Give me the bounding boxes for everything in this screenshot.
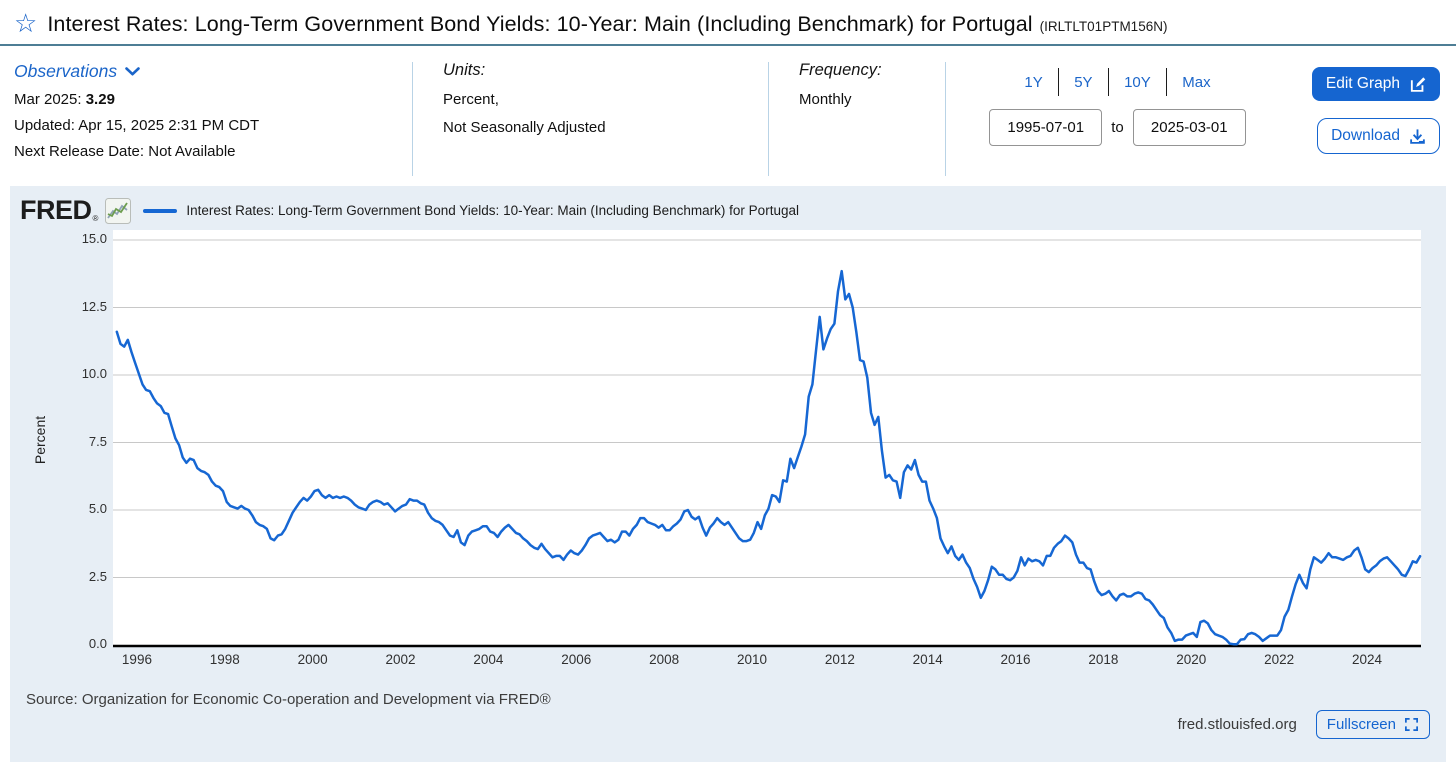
fred-chart-icon	[105, 197, 132, 224]
x-tick-label: 2002	[385, 652, 416, 667]
next-release-text: Next Release Date: Not Available	[14, 143, 236, 160]
latest-observation: Mar 2025: 3.29	[14, 91, 115, 108]
section-divider	[412, 62, 413, 176]
download-button[interactable]: Download	[1317, 118, 1440, 154]
date-range-section: 1Y 5Y 10Y Max 1995-07-01 to 2025-03-01	[946, 59, 1289, 186]
range-preset-5y[interactable]: 5Y	[1074, 73, 1093, 91]
y-tick-label: 10.0	[81, 366, 107, 381]
range-preset-10y[interactable]: 10Y	[1124, 73, 1151, 91]
x-tick-label: 2020	[1176, 652, 1207, 667]
updated-text: Updated: Apr 15, 2025 2:31 PM CDT	[14, 117, 260, 134]
start-date-input[interactable]: 1995-07-01	[989, 109, 1103, 146]
x-tick-label: 2010	[736, 652, 767, 667]
actions-section: Edit Graph Download	[1289, 59, 1456, 186]
controls-bar: Observations Mar 2025: 3.29 Updated: Apr…	[0, 46, 1456, 186]
fred-site-url: fred.stlouisfed.org	[1177, 716, 1297, 733]
date-inputs: 1995-07-01 to 2025-03-01	[946, 109, 1289, 146]
legend-label: Interest Rates: Long-Term Government Bon…	[186, 203, 799, 218]
frequency-value: Monthly	[799, 91, 852, 108]
x-tick-label: 2012	[824, 652, 855, 667]
x-tick-label: 2022	[1264, 652, 1295, 667]
x-tick-label: 2016	[1000, 652, 1031, 667]
y-tick-label: 2.5	[88, 568, 107, 584]
y-tick-label: 5.0	[88, 501, 107, 516]
preset-separator	[1107, 68, 1110, 96]
x-tick-label: 2024	[1351, 652, 1383, 667]
download-label: Download	[1331, 127, 1400, 144]
x-tick-label: 2006	[561, 652, 592, 667]
range-presets: 1Y 5Y 10Y Max	[946, 68, 1289, 96]
x-tick-label: 2014	[912, 652, 943, 667]
title-bar: ☆ Interest Rates: Long-Term Government B…	[0, 0, 1456, 44]
edit-graph-label: Edit Graph	[1325, 75, 1400, 92]
download-icon	[1410, 128, 1425, 144]
chart-card: FRED ® Interest Rates: Long-Term Governm…	[10, 186, 1446, 762]
series-line	[115, 269, 1422, 646]
edit-icon	[1410, 76, 1426, 92]
x-tick-label: 2018	[1088, 652, 1119, 667]
legend-line-swatch	[143, 208, 178, 213]
section-divider	[768, 62, 769, 176]
page-title: Interest Rates: Long-Term Government Bon…	[47, 11, 1033, 36]
y-tick-label: 12.5	[81, 298, 107, 314]
range-preset-max[interactable]: Max	[1182, 73, 1211, 91]
fred-registered-mark: ®	[92, 214, 99, 223]
units-line1: Percent,	[443, 91, 499, 108]
y-tick-label: 7.5	[88, 433, 107, 449]
x-tick-label: 1996	[121, 652, 152, 667]
plot-area	[113, 230, 1422, 648]
observations-section: Observations Mar 2025: 3.29 Updated: Apr…	[0, 59, 412, 186]
edit-graph-button[interactable]: Edit Graph	[1311, 67, 1440, 101]
x-tick-label: 2000	[297, 652, 328, 667]
preset-separator	[1165, 68, 1168, 96]
fullscreen-label: Fullscreen	[1326, 716, 1396, 733]
series-id: (IRLTLT01PTM156N)	[1039, 18, 1168, 34]
favorite-star-icon[interactable]: ☆	[14, 9, 38, 39]
units-line2: Not Seasonally Adjusted	[443, 119, 606, 136]
x-tick-label: 2004	[473, 652, 504, 667]
y-tick-label: 0.0	[88, 636, 107, 651]
section-divider	[945, 62, 946, 176]
units-label: Units:	[443, 61, 486, 79]
x-tick-label: 1998	[209, 652, 240, 667]
frequency-section: Frequency: Monthly	[769, 59, 945, 186]
fullscreen-icon	[1405, 718, 1418, 731]
chart-footer: fred.stlouisfed.org Fullscreen	[1178, 710, 1430, 739]
x-tick-label: 2008	[649, 652, 680, 667]
to-label: to	[1111, 119, 1124, 136]
end-date-input[interactable]: 2025-03-01	[1132, 109, 1246, 146]
preset-separator	[1057, 68, 1060, 96]
units-section: Units: Percent, Not Seasonally Adjusted	[413, 59, 768, 186]
plot-background	[113, 230, 1421, 647]
observations-dropdown[interactable]: Observations	[14, 61, 140, 82]
y-axis-title: Percent	[32, 415, 48, 465]
title-divider	[0, 44, 1456, 46]
y-tick-label: 15.0	[81, 231, 107, 246]
chevron-down-icon	[125, 67, 140, 76]
observations-label: Observations	[14, 61, 118, 81]
fred-logo: FRED	[20, 195, 92, 225]
fullscreen-button[interactable]: Fullscreen	[1315, 710, 1430, 739]
source-attribution: Source: Organization for Economic Co-ope…	[26, 691, 551, 708]
frequency-label: Frequency:	[799, 61, 882, 79]
chart-header: FRED ® Interest Rates: Long-Term Governm…	[20, 195, 799, 226]
latest-observation-value: 3.29	[85, 91, 115, 108]
range-preset-1y[interactable]: 1Y	[1024, 73, 1043, 91]
